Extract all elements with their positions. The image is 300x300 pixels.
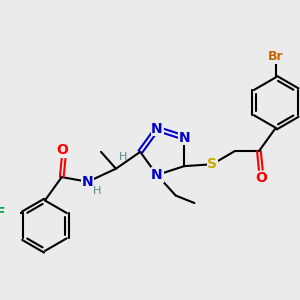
Text: N: N [151,168,163,182]
Text: N: N [178,130,190,145]
Text: S: S [207,157,217,171]
Text: N: N [82,175,94,189]
Text: O: O [56,143,68,157]
Text: F: F [0,206,5,220]
Text: N: N [151,122,163,136]
Text: H: H [93,186,101,196]
Text: Br: Br [268,50,283,63]
Text: H: H [119,152,128,163]
Text: O: O [255,171,267,185]
